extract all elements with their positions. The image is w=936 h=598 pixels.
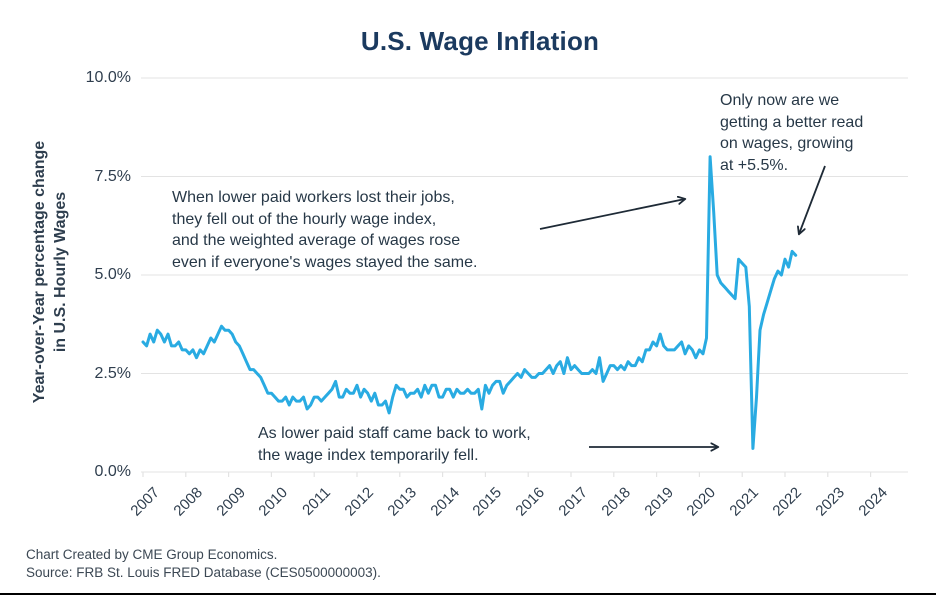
y-tick-label: 2.5%	[94, 364, 131, 382]
annotation-line: even if everyone's wages stayed the same…	[172, 254, 478, 272]
annotation-line: getting a better read	[720, 113, 864, 131]
annotation-jobs-lost: When lower paid workers lost their jobs,…	[172, 187, 477, 274]
footer-credit: Chart Created by CME Group Economics.	[26, 547, 278, 562]
wage-inflation-plot	[141, 77, 908, 477]
annotation-line: Only now are we	[720, 92, 840, 109]
annotation-came-back: As lower paid staff came back to work, th…	[258, 423, 531, 466]
annotation-line: at +5.5%.	[720, 157, 789, 175]
arrow-to-line-end	[799, 165, 826, 234]
annotation-arrows	[539, 165, 826, 447]
x-axis-tick-marks	[142, 472, 872, 477]
annotation-line: the wage index temporarily fell.	[258, 446, 479, 464]
annotation-line: As lower paid staff came back to work,	[258, 425, 531, 442]
annotation-line: they fell out of the hourly wage index,	[172, 210, 437, 228]
y-tick-label: 10.0%	[85, 69, 131, 86]
annotation-line: and the weighted average of wages rose	[172, 232, 461, 250]
annotation-line: When lower paid workers lost their jobs,	[172, 189, 455, 206]
wage-line-series	[141, 155, 798, 450]
chart-footer: Chart Created by CME Group Economics. So…	[26, 546, 381, 581]
y-tick-label: 7.5%	[94, 167, 131, 185]
y-tick-label: 0.0%	[94, 463, 131, 480]
annotation-line: on wages, growing	[720, 135, 854, 153]
annotation-better-read: Only now are we getting a better read on w…	[720, 90, 863, 177]
chart-title: U.S. Wage Inflation	[360, 26, 600, 56]
y-tick-label: 5.0%	[94, 266, 131, 283]
wage-line	[141, 155, 798, 450]
bottom-border-bar	[0, 593, 936, 595]
gridlines	[141, 77, 908, 473]
arrow-to-2020-spike	[539, 199, 685, 230]
footer-source: Source: FRB St. Louis FRED Database (CES…	[26, 564, 381, 580]
